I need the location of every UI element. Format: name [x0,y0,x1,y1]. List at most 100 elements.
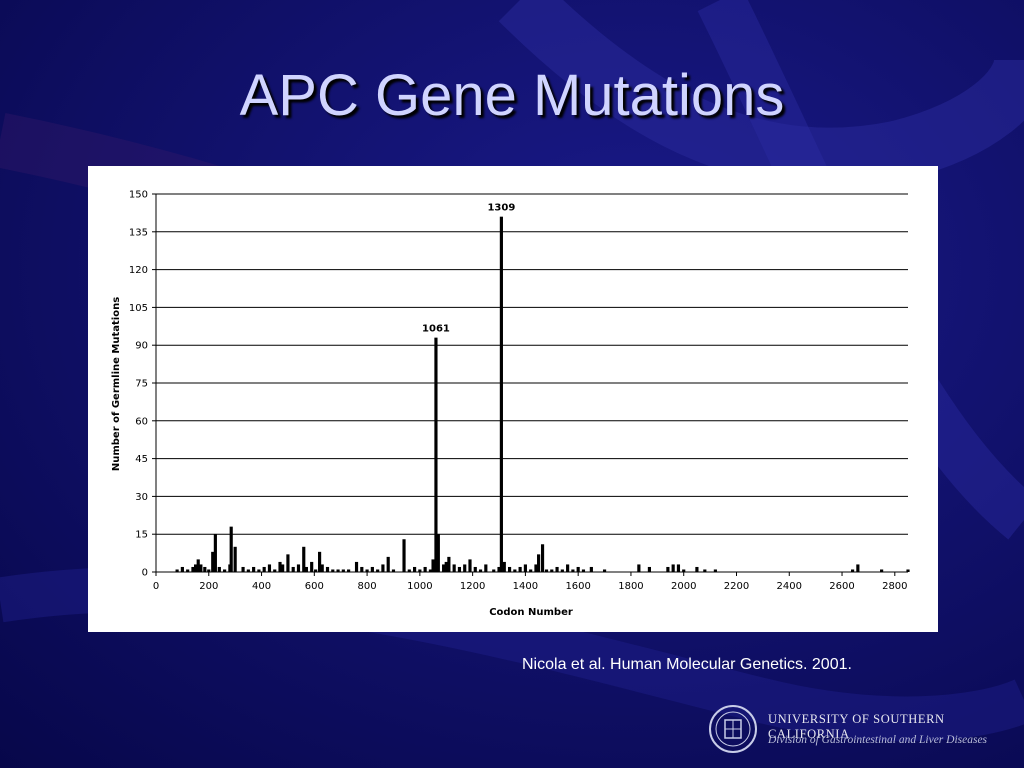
bar [341,569,345,572]
x-tick-label: 1200 [460,581,485,592]
bar [252,566,256,572]
bar [246,569,250,572]
bar [602,569,607,572]
y-axis-label: Number of Germline Mutations [111,297,122,471]
bar [666,566,670,572]
bar [273,569,277,572]
bar [457,566,462,572]
bar [193,564,198,572]
bar [856,564,860,572]
y-tick-label: 150 [129,190,148,201]
bar [434,337,438,572]
y-tick-label: 60 [135,416,148,427]
bar [257,569,261,572]
x-tick-label: 600 [305,581,324,592]
bar [473,566,477,572]
x-tick-labels: 0 200 400 600 800 1000 1200 1400 1600 1800 2000 220… [153,572,908,592]
bar [647,566,652,572]
bar [196,559,200,572]
bar [442,564,446,572]
y-tick-label: 75 [135,379,148,390]
bar [229,526,233,572]
usc-seal-icon [709,705,757,753]
bar [444,561,448,572]
bar [386,556,390,572]
bar [360,566,364,572]
bars [175,216,910,572]
bar [217,566,221,572]
citation: Nicola et al. Human Molecular Genetics. … [522,656,852,673]
bar [318,551,322,572]
x-axis-label: Codon Number [489,607,573,618]
y-tick-label: 120 [129,265,148,276]
bar [566,564,570,572]
bar [207,569,211,572]
bar [676,564,681,572]
y-tick-label: 15 [135,530,148,541]
bar [423,566,427,572]
bar [267,564,272,572]
bar [381,564,385,572]
bar [463,564,467,572]
bar [529,569,533,572]
y-tick-label: 105 [129,303,148,314]
x-tick-label: 1400 [513,581,538,592]
bar [851,569,855,572]
annotations: 1061 1309 [422,203,515,335]
y-tick-label: 0 [142,568,148,579]
x-tick-label: 400 [252,581,271,592]
institution-name: UNIVERSITY OF SOUTHERN CALIFORNIA [768,712,945,741]
bar [296,564,301,572]
bar [484,564,488,572]
bar [354,561,359,572]
bar [191,566,195,572]
bar [540,544,545,572]
bar [186,569,190,572]
bar [671,564,675,572]
bar [325,566,330,572]
bar [407,569,411,572]
bar [478,569,483,572]
bar [347,569,351,572]
bar [589,566,593,572]
bar [447,556,451,572]
bar [304,566,308,572]
peak-label: 1309 [487,203,515,214]
x-tick-label: 1800 [618,581,643,592]
bar [502,561,506,572]
bar [310,561,314,572]
bar [560,569,564,572]
grid-lines [156,193,908,573]
bar [412,566,417,572]
bar [320,564,324,572]
bar [452,564,456,572]
bar [703,569,707,572]
bar [507,566,512,572]
x-tick-label: 200 [199,581,218,592]
x-tick-label: 2800 [882,581,907,592]
y-tick-label: 45 [135,454,148,465]
bar [278,561,282,572]
bar [331,569,335,572]
bar [497,566,501,572]
bar [576,566,580,572]
x-tick-label: 2200 [724,581,749,592]
bar [314,569,318,572]
bar [391,569,396,572]
bar [241,566,245,572]
bar [713,569,717,572]
x-tick-label: 0 [153,581,159,592]
bar [291,566,295,572]
bar [376,569,380,572]
x-tick-label: 800 [358,581,377,592]
bar [365,569,369,572]
x-tick-label: 2400 [777,581,802,592]
bar [223,569,227,572]
bar [468,559,472,572]
apc-mutation-chart: 0 15 30 45 60 75 90 105 120 135 150 0 200 400 600 800 1… [111,190,910,618]
bar [555,566,559,572]
bar [880,569,884,572]
x-tick-label: 2000 [671,581,696,592]
bar [180,566,184,572]
bar [550,569,554,572]
